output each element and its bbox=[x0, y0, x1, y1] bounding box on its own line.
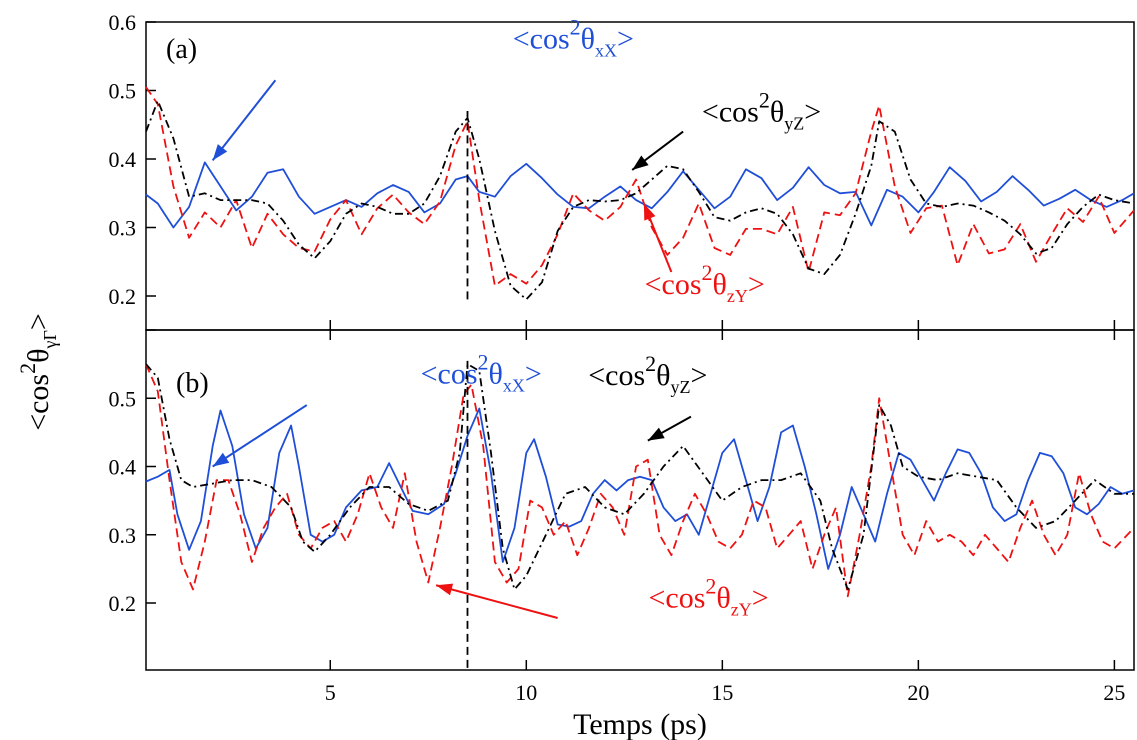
annotation-zY: <cos2θzY> bbox=[649, 573, 769, 619]
panel-b-y-ticks: 0.2 0.3 0.4 0.5 bbox=[109, 329, 156, 616]
arrow-head bbox=[212, 144, 228, 161]
y-tick-label: 0.4 bbox=[109, 147, 137, 172]
y-tick-label: 0.5 bbox=[109, 79, 137, 104]
panel-a-frame bbox=[145, 21, 1135, 331]
y-axis-title-sup: 2 bbox=[15, 363, 40, 374]
annotation-part: <cos bbox=[649, 581, 706, 614]
x-tick-label: 25 bbox=[1103, 680, 1125, 705]
annotation-part: θ bbox=[656, 359, 670, 392]
panel-a-annotations: <cos2θxX><cos2θyZ><cos2θzY> bbox=[211, 14, 821, 306]
annotation-part: θ bbox=[716, 581, 730, 614]
annotation-arrow bbox=[435, 584, 558, 619]
panel-b: 0.20.30.40.5 5 10 15 20 25 <cos2θxX> <cos2θyZ… bbox=[109, 320, 1135, 705]
panel-a-y-ticks: 0.2 0.3 0.4 0.5 0.6 bbox=[109, 10, 156, 309]
y-tick-label: 0.3 bbox=[109, 216, 137, 241]
y-axis-title-sub: γΓ bbox=[40, 330, 60, 349]
annotation-zY: <cos2θzY> bbox=[645, 260, 765, 306]
y-axis-title-theta: θ bbox=[22, 349, 55, 363]
annotation-part: > bbox=[691, 359, 708, 392]
y-tick-label: 0.6 bbox=[109, 10, 137, 35]
y-axis-title-main: <cos bbox=[22, 374, 55, 431]
y-tick-label: 0.2 bbox=[109, 284, 137, 309]
annotation-part: yZ bbox=[671, 377, 691, 397]
annotation-arrow bbox=[211, 79, 277, 161]
annotation-part: 2 bbox=[702, 260, 713, 285]
panel-a-label: (a) bbox=[166, 34, 197, 65]
annotation-arrow bbox=[212, 404, 308, 468]
panel-a: 0.20.30.40.50.6 <cos2θxX><cos2θyZ><cos2θ… bbox=[109, 10, 1135, 331]
annotation-yZ: <cos2θyZ> bbox=[702, 88, 821, 134]
panel-b-series bbox=[145, 360, 1135, 668]
series-line-yZ bbox=[145, 99, 1135, 301]
arrow-head bbox=[212, 452, 230, 467]
annotation-part: > bbox=[804, 96, 821, 129]
arrow-head bbox=[647, 427, 665, 441]
annotation-part: 2 bbox=[645, 351, 656, 376]
annotation-part: 2 bbox=[478, 350, 489, 375]
annotation-part: xX bbox=[503, 376, 525, 396]
annotation-part: <cos bbox=[421, 358, 478, 391]
annotation-part: > bbox=[617, 22, 634, 55]
annotation-part: <cos bbox=[645, 268, 702, 301]
panel-b-frame bbox=[145, 329, 1135, 671]
annotation-part: 2 bbox=[705, 573, 716, 598]
annotation-part: xX bbox=[595, 40, 617, 60]
y-tick-label: 0.3 bbox=[109, 523, 137, 548]
annotation-part: θ bbox=[489, 358, 503, 391]
annotation-part: 2 bbox=[759, 88, 770, 113]
panel-b-label: (b) bbox=[176, 368, 209, 399]
y-axis-title-close: > bbox=[22, 313, 55, 330]
series-line-xX bbox=[145, 407, 1135, 570]
annotation-part: θ bbox=[713, 268, 727, 301]
annotation-part: θ bbox=[770, 96, 784, 129]
annotation-part: > bbox=[752, 581, 769, 614]
arrow-head bbox=[632, 155, 649, 170]
arrow-head bbox=[436, 583, 454, 596]
annotation-part: <cos bbox=[513, 22, 570, 55]
annotation-part: <cos bbox=[702, 96, 759, 129]
panel-b-annotations: <cos2θxX> <cos2θyZ><cos2θzY> bbox=[212, 350, 769, 619]
y-tick-label: 0.4 bbox=[109, 455, 137, 480]
annotation-part: 2 bbox=[570, 14, 581, 39]
annotation-part: yZ bbox=[784, 114, 804, 134]
annotation-xX: <cos2θxX> bbox=[513, 14, 634, 60]
y-tick-label: 0.2 bbox=[109, 591, 137, 616]
annotation-part: > bbox=[748, 268, 765, 301]
annotation-part: <cos bbox=[588, 359, 645, 392]
series-line-zY bbox=[145, 363, 1135, 598]
annotation-part: zY bbox=[727, 286, 748, 306]
annotation-part: θ bbox=[581, 22, 595, 55]
annotation-xX: <cos2θxX> bbox=[421, 350, 542, 396]
series-line-zY bbox=[145, 86, 1135, 287]
x-axis-title: Temps (ps) bbox=[573, 708, 707, 740]
y-axis-title: <cos2θγΓ> bbox=[15, 313, 60, 431]
x-tick-label: 10 bbox=[515, 680, 537, 705]
annotation-part: zY bbox=[731, 599, 752, 619]
annotation-yZ: <cos2θyZ> bbox=[588, 351, 707, 397]
panel-b-x-ticks: 5 10 15 20 25 bbox=[325, 320, 1125, 705]
panel-a-series bbox=[145, 86, 1135, 301]
series-line-xX bbox=[145, 161, 1135, 229]
x-tick-label: 5 bbox=[325, 680, 336, 705]
x-tick-label: 20 bbox=[907, 680, 929, 705]
y-tick-label: 0.5 bbox=[109, 386, 137, 411]
x-tick-label: 15 bbox=[711, 680, 733, 705]
annotation-part: > bbox=[525, 358, 542, 391]
series-line-yZ bbox=[145, 363, 1134, 591]
arrow-head bbox=[643, 203, 656, 221]
